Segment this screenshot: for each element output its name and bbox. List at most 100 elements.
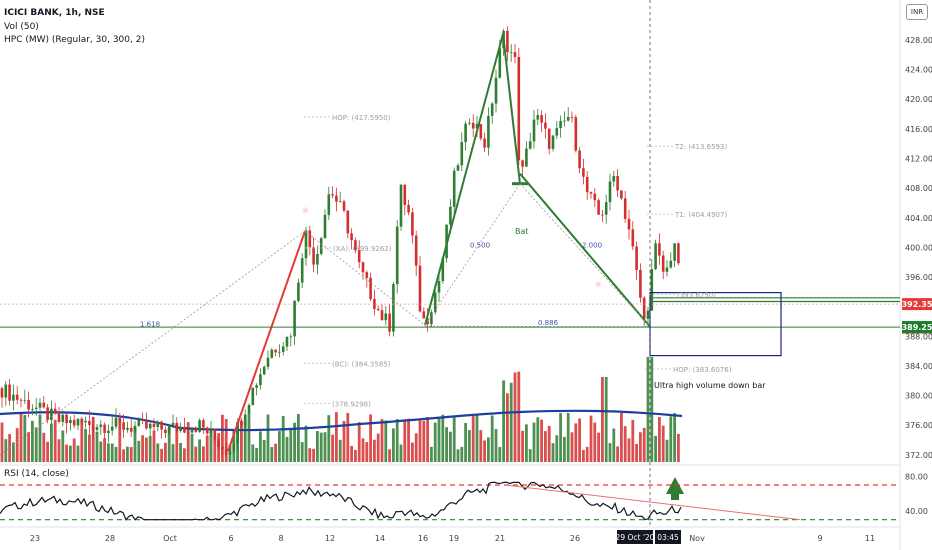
volume-bar xyxy=(536,417,540,462)
candle-body xyxy=(34,407,38,409)
volume-bar xyxy=(145,437,148,462)
volume-bar xyxy=(133,427,137,462)
volume-bar xyxy=(300,442,304,462)
price-tick-label: 376.00 xyxy=(905,421,932,430)
candle-body xyxy=(574,117,578,151)
candle-body xyxy=(183,426,186,433)
volume-bar xyxy=(262,439,266,462)
candle-body xyxy=(483,138,486,148)
volume-bar xyxy=(635,443,638,462)
candle-body xyxy=(133,425,137,432)
volume-bar xyxy=(399,444,403,462)
rsi-line xyxy=(0,481,682,521)
candle-body xyxy=(137,419,141,426)
candle-body xyxy=(202,420,205,428)
candle-body xyxy=(247,405,251,415)
volume-bar xyxy=(365,442,369,462)
candle-body xyxy=(285,337,289,347)
level-label: HOP: (383.6076) xyxy=(673,366,732,374)
candle-body xyxy=(110,426,114,431)
candle-body xyxy=(251,387,255,406)
drawings: 1.618 0.500 2.000 0.886 Bat HOP: (417.5950) T2… xyxy=(0,0,900,527)
volume-bar xyxy=(582,449,585,462)
candle-body xyxy=(452,170,456,207)
volume-bar xyxy=(369,414,372,462)
volume-bar xyxy=(388,449,391,462)
candle-body xyxy=(262,366,266,375)
price-axis: 372.00376.00380.00384.00388.00392.00396.… xyxy=(902,36,932,516)
volume-bar xyxy=(490,415,494,462)
volume-bar xyxy=(509,382,513,462)
time-axis: 23 28 Oct 6 8 12 14 16 19 21 26 Nov 9 11 29 Oct '20 03:… xyxy=(30,530,875,544)
volume-bar xyxy=(289,428,293,462)
volume-bar xyxy=(430,446,433,462)
time-tick-label: 28 xyxy=(105,534,115,543)
volume-bar xyxy=(373,439,376,462)
candle-body xyxy=(376,308,380,311)
volume-bar xyxy=(34,427,38,462)
volume-bar xyxy=(281,416,285,462)
volume-bar xyxy=(517,371,521,462)
candle-body xyxy=(31,408,34,410)
candle-body xyxy=(95,427,99,430)
candle-body xyxy=(80,418,84,423)
price-tick-label: 428.00 xyxy=(905,36,932,45)
volume-bar xyxy=(205,435,209,462)
candle-body xyxy=(677,243,680,264)
volume-bar xyxy=(110,443,114,462)
candle-body xyxy=(42,402,46,408)
candle-body xyxy=(224,449,228,455)
volume-bar xyxy=(376,433,380,462)
candle-body xyxy=(559,120,562,129)
time-tick-label: Nov xyxy=(689,534,705,543)
time-tick-label: 8 xyxy=(278,534,283,543)
volume-bar xyxy=(456,449,460,462)
candle-body xyxy=(65,414,68,424)
candle-body xyxy=(547,128,551,149)
price-tick-label: 416.00 xyxy=(905,125,932,134)
volume-bar xyxy=(604,377,608,462)
candle-body xyxy=(513,52,517,58)
volume-bar xyxy=(578,418,581,462)
price-badge-label: 389.25 xyxy=(902,323,932,332)
annotation-text: Ultra high volume down bar xyxy=(654,381,766,390)
volume-bar xyxy=(585,446,589,462)
volume-bar xyxy=(285,436,289,462)
volume-bar xyxy=(418,420,422,462)
volume-bar xyxy=(57,439,61,462)
candle-body xyxy=(585,176,589,193)
volume-bar xyxy=(532,422,536,462)
candle-body xyxy=(616,176,619,191)
currency-badge[interactable]: INR xyxy=(906,4,928,20)
candle-body xyxy=(536,115,540,120)
volume-bar xyxy=(202,446,205,462)
volume-bar xyxy=(95,431,99,462)
candle-body xyxy=(566,117,570,121)
volume-bar xyxy=(673,413,676,462)
candle-body xyxy=(107,430,110,433)
ratio-label: 0.886 xyxy=(538,319,559,327)
volume-bar xyxy=(528,449,532,462)
candle-body xyxy=(205,427,209,434)
candle-body xyxy=(88,420,91,426)
candle-body xyxy=(308,230,312,248)
candle-body xyxy=(631,229,635,247)
volume-bar xyxy=(384,420,388,462)
volume-bar xyxy=(566,413,570,462)
volume-bar xyxy=(441,414,445,462)
volume-bar xyxy=(42,432,46,462)
volume-bar xyxy=(0,422,4,462)
candle-body xyxy=(544,122,547,129)
candle-body xyxy=(399,184,403,227)
candle-body xyxy=(460,142,464,166)
time-tick-label: 23 xyxy=(30,534,40,543)
volume-bar xyxy=(589,415,593,462)
volume-bar xyxy=(175,423,179,462)
rsi-tick-label: 40.00 xyxy=(905,507,928,516)
crosshair-time-label: 03:45 xyxy=(657,533,679,542)
volume-bar xyxy=(426,417,429,462)
volume-bar xyxy=(414,433,418,462)
candle-body xyxy=(525,148,528,167)
candle-body xyxy=(612,176,616,182)
